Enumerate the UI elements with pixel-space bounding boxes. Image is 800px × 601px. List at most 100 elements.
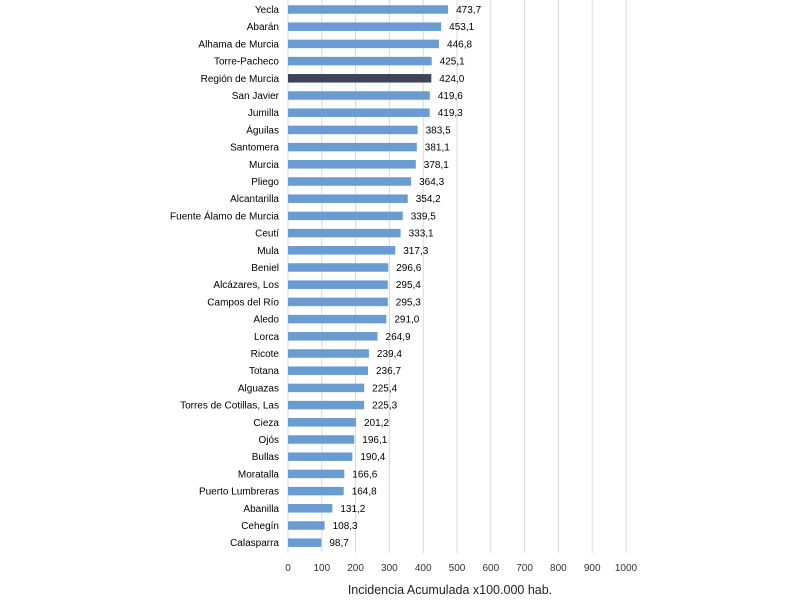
bar xyxy=(288,297,388,307)
value-label: 239,4 xyxy=(377,349,402,360)
category-label: Águilas xyxy=(246,123,279,136)
bar xyxy=(288,194,408,203)
value-label: 339,5 xyxy=(411,211,436,222)
category-label: Jumilla xyxy=(248,108,280,119)
x-tick-label: 300 xyxy=(381,563,398,574)
bar xyxy=(288,538,322,547)
category-label: Alguazas xyxy=(238,383,279,394)
bar xyxy=(288,349,369,358)
category-label: Puerto Lumbreras xyxy=(199,487,279,498)
value-label: 196,1 xyxy=(362,435,387,446)
category-label: Murcia xyxy=(249,160,279,171)
category-label: Mula xyxy=(257,246,279,257)
category-label: Ojós xyxy=(258,435,279,446)
value-label: 98,7 xyxy=(329,538,349,549)
bar xyxy=(288,91,430,100)
bar xyxy=(288,400,365,410)
category-label: Alcázares, Los xyxy=(213,280,279,291)
category-label: Totana xyxy=(249,366,279,377)
bar xyxy=(288,108,430,117)
value-label: 354,2 xyxy=(416,194,441,205)
category-label: Cehegín xyxy=(241,521,279,532)
category-label: Abarán xyxy=(247,22,279,33)
category-label: Lorca xyxy=(254,332,279,343)
bar xyxy=(288,22,442,31)
category-label: Torre-Pacheco xyxy=(214,57,279,68)
value-label: 108,3 xyxy=(333,521,358,532)
value-label: 225,4 xyxy=(372,383,397,394)
bar xyxy=(288,383,365,393)
category-label: Aledo xyxy=(253,315,279,326)
bar xyxy=(288,314,387,324)
x-tick-label: 100 xyxy=(313,563,330,574)
value-label: 419,6 xyxy=(438,91,463,102)
bar xyxy=(288,125,418,135)
value-label: 190,4 xyxy=(360,452,385,463)
category-label: Torres de Cotillas, Las xyxy=(180,401,279,412)
value-label: 424,0 xyxy=(439,74,464,85)
category-label: Bullas xyxy=(252,452,279,463)
bar xyxy=(288,521,325,530)
bars xyxy=(288,5,449,547)
category-label: Moratalla xyxy=(238,469,280,480)
bar xyxy=(288,469,345,479)
bar xyxy=(288,366,369,375)
bar xyxy=(288,504,333,513)
category-label: Ricote xyxy=(251,349,280,360)
category-label: Yecla xyxy=(255,5,280,16)
x-tick-label: 700 xyxy=(516,563,533,574)
bar xyxy=(288,435,355,444)
value-label: 383,5 xyxy=(426,125,451,136)
bar xyxy=(288,211,403,221)
category-label: Santomera xyxy=(230,143,279,154)
x-tick-label: 900 xyxy=(584,563,601,574)
bar xyxy=(288,177,412,186)
category-label: Calasparra xyxy=(230,538,279,549)
x-tick-label: 200 xyxy=(347,563,364,574)
x-tick-label: 500 xyxy=(449,563,466,574)
bar xyxy=(288,263,389,272)
value-label: 425,1 xyxy=(440,57,465,68)
x-axis-ticks: 0 100 200 300 400 500 600 700 800 900 1000 xyxy=(285,563,637,574)
value-label: 291,0 xyxy=(394,315,419,326)
category-label: Campos del Río xyxy=(207,297,279,308)
bar xyxy=(288,418,357,427)
value-label: 164,8 xyxy=(352,487,377,498)
bar xyxy=(288,246,396,255)
value-label: 378,1 xyxy=(424,160,449,171)
category-label: Beniel xyxy=(251,263,279,274)
value-label: 131,2 xyxy=(340,504,365,515)
value-label: 317,3 xyxy=(403,246,428,257)
x-tick-label: 1000 xyxy=(615,563,638,574)
bar xyxy=(288,228,401,238)
value-label: 236,7 xyxy=(376,366,401,377)
bar-highlight xyxy=(288,74,432,83)
bar xyxy=(288,56,432,66)
value-label: 364,3 xyxy=(419,177,444,188)
value-label: 225,3 xyxy=(372,401,397,412)
category-label: Abanilla xyxy=(243,504,279,515)
bar xyxy=(288,5,449,14)
bar xyxy=(288,39,440,49)
category-label: Región de Murcia xyxy=(201,74,280,85)
x-tick-label: 400 xyxy=(415,563,432,574)
bar xyxy=(288,142,417,152)
category-label: Alhama de Murcia xyxy=(198,39,279,50)
category-label: Ceutí xyxy=(255,229,279,240)
category-label: Alcantarilla xyxy=(230,194,279,205)
value-label: 419,3 xyxy=(438,108,463,119)
category-label: Pliego xyxy=(251,177,279,188)
value-label: 473,7 xyxy=(456,5,481,16)
bar xyxy=(288,280,388,289)
value-label: 201,2 xyxy=(364,418,389,429)
value-labels: 473,7 453,1 446,8 425,1 424,0 419,6 419,3 383,5… xyxy=(329,5,481,549)
bar xyxy=(288,486,344,496)
x-tick-label: 0 xyxy=(285,563,291,574)
category-labels: Yecla Abarán Alhama de Murcia Torre-Pacheco… xyxy=(170,5,280,549)
value-label: 381,1 xyxy=(425,143,450,154)
bar xyxy=(288,332,378,341)
value-label: 333,1 xyxy=(409,229,434,240)
x-tick-label: 800 xyxy=(550,563,567,574)
value-label: 296,6 xyxy=(396,263,421,274)
